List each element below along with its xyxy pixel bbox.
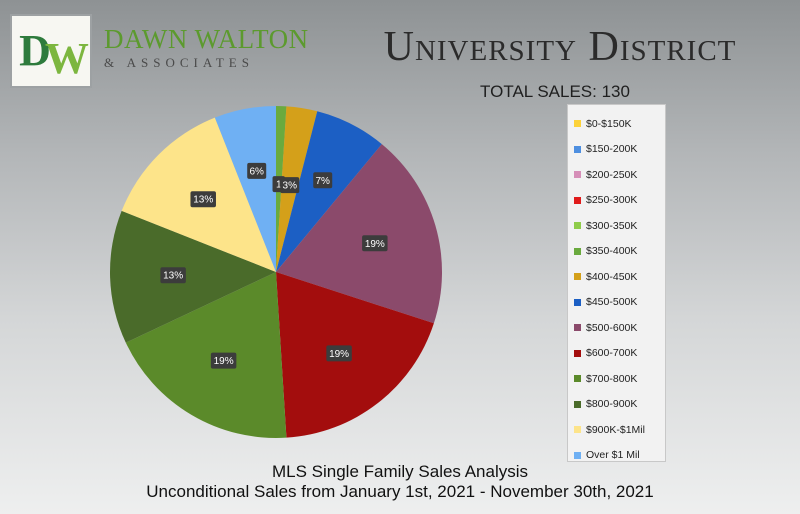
data-label-bg-9 [326, 345, 352, 362]
data-label-7: 7% [315, 176, 330, 187]
pie-slice-9 [276, 272, 434, 438]
data-label-12: 13% [193, 195, 213, 206]
legend-label: $500-600K [586, 321, 638, 334]
legend-item-7: $450-500K [574, 290, 665, 316]
legend-label: Over $1 Mil [586, 449, 640, 462]
legend-label: $400-450K [586, 270, 638, 283]
pie-slice-10 [125, 272, 287, 438]
legend-swatch [574, 324, 581, 332]
footer-line-2: Unconditional Sales from January 1st, 20… [146, 482, 654, 501]
legend-item-1: $150-200K [574, 137, 665, 163]
brand-name: DAWN WALTON [104, 24, 309, 54]
legend-swatch [574, 196, 581, 204]
pie-slice-11 [110, 210, 276, 343]
legend-swatch [574, 426, 581, 434]
chart-title: University District [383, 24, 737, 70]
legend-label: $700-800K [586, 372, 638, 385]
legend-label: $150-200K [586, 143, 638, 156]
company-logo: DW [10, 14, 92, 88]
legend-item-8: $500-600K [574, 315, 665, 341]
legend-item-10: $700-800K [574, 366, 665, 392]
legend-label: $200-250K [586, 168, 638, 181]
pie-slice-7 [276, 111, 382, 272]
data-label-bg-8 [362, 235, 388, 252]
legend-label: $900K-$1Mil [586, 423, 645, 436]
logo-monogram: DW [19, 29, 89, 81]
chart-legend: $0-$150K $150-200K $200-250K $250-300K $300-… [567, 104, 666, 462]
legend-label: $600-700K [586, 347, 638, 360]
legend-label: $300-350K [586, 219, 638, 232]
data-label-bg-7 [313, 172, 333, 189]
legend-item-9: $600-700K [574, 341, 665, 367]
legend-swatch [574, 145, 581, 153]
legend-swatch [574, 349, 581, 357]
legend-item-0: $0-$150K [574, 111, 665, 137]
legend-item-11: $800-900K [574, 392, 665, 418]
data-label-8: 19% [365, 239, 385, 250]
data-label-9: 19% [329, 349, 349, 360]
legend-item-6: $400-450K [574, 264, 665, 290]
legend-swatch [574, 298, 581, 306]
brand-sub: & ASSOCIATES [104, 55, 254, 70]
data-label-bg-11 [160, 267, 186, 284]
data-label-10: 19% [214, 356, 234, 367]
legend-swatch [574, 247, 581, 255]
legend-item-12: $900K-$1Mil [574, 417, 665, 443]
legend-item-2: $200-250K [574, 162, 665, 188]
legend-label: $250-300K [586, 194, 638, 207]
legend-swatch [574, 171, 581, 179]
legend-swatch [574, 273, 581, 281]
legend-swatch [574, 222, 581, 230]
legend-label: $800-900K [586, 398, 638, 411]
chart-footer: MLS Single Family Sales Analysis Uncondi… [0, 462, 800, 502]
legend-item-13: Over $1 Mil [574, 443, 665, 469]
legend-swatch [574, 451, 581, 459]
footer-line-1: MLS Single Family Sales Analysis [271, 462, 529, 481]
pie-slice-13 [214, 106, 276, 272]
legend-swatch [574, 375, 581, 383]
legend-swatch [574, 120, 581, 128]
data-label-bg-10 [210, 352, 237, 369]
legend-label: $0-$150K [586, 117, 632, 130]
data-label-11: 13% [163, 271, 183, 282]
legend-label: $350-400K [586, 245, 638, 258]
legend-item-3: $250-300K [574, 188, 665, 214]
data-label-bg-13 [247, 162, 267, 179]
data-label-bg-6 [280, 177, 300, 194]
legend-item-4: $300-350K [574, 213, 665, 239]
data-label-bg-12 [190, 191, 216, 208]
brand-wordmark: DAWN WALTON & ASSOCIATES [104, 26, 314, 71]
data-label-13: 6% [249, 166, 264, 177]
total-sales: TOTAL SALES: 130 [480, 82, 630, 101]
pie-slice-8 [276, 144, 442, 324]
logo-w: W [44, 34, 89, 83]
legend-item-5: $350-400K [574, 239, 665, 265]
legend-label: $450-500K [586, 296, 638, 309]
data-label-5: 1 [276, 180, 282, 191]
legend-swatch [574, 400, 581, 408]
data-label-6: 3% [283, 181, 298, 192]
